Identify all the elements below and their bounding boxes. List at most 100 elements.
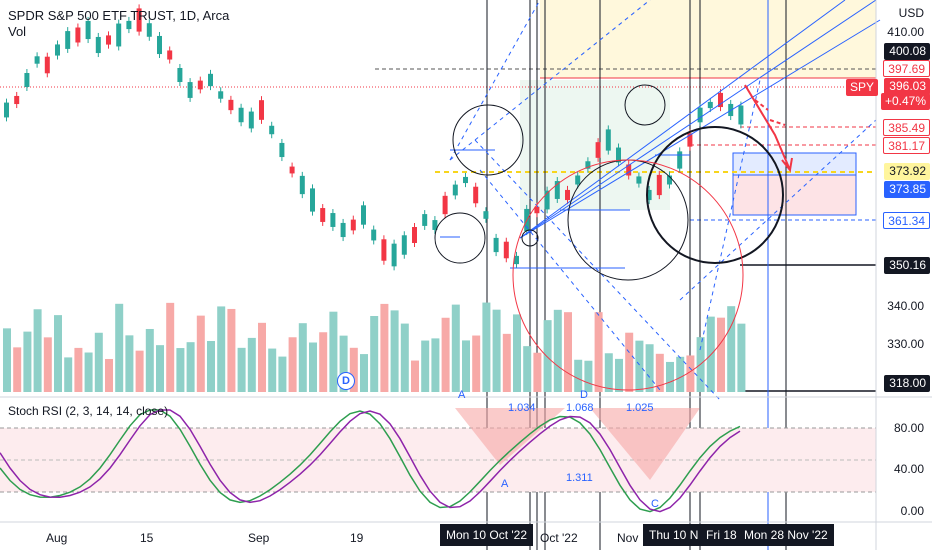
- volume-bar: [217, 306, 226, 392]
- date-label-nov: Nov: [617, 531, 639, 545]
- volume-bar: [645, 344, 654, 392]
- volume-bar: [727, 306, 736, 392]
- circles: [434, 84, 784, 391]
- volume-bar: [594, 312, 603, 392]
- volume-bar: [686, 355, 695, 392]
- volume-bar: [319, 332, 328, 392]
- volume-bar: [43, 337, 52, 392]
- volume-bar: [533, 352, 542, 392]
- volume-bar: [451, 304, 460, 392]
- price-tag-381-17: 381.17: [883, 137, 930, 154]
- volume-bar: [615, 358, 623, 392]
- volume-bar: [604, 353, 613, 392]
- date-highlight-nov28: Mon 28 Nov '22: [738, 524, 834, 546]
- volume-bar: [176, 348, 185, 392]
- price-label-410: 410.00: [887, 25, 924, 39]
- stoch-label-80: 80.00: [893, 421, 924, 435]
- date-label-sep: Sep: [248, 531, 270, 545]
- volume-bar: [390, 310, 399, 392]
- price-tag-318-00: 318.00: [884, 375, 930, 392]
- symbol-price-tag[interactable]: SPY: [846, 79, 879, 96]
- currency-label[interactable]: USD: [898, 6, 924, 20]
- volume-bar: [145, 328, 154, 392]
- volume-bar: [125, 335, 134, 392]
- volume-bar: [441, 317, 450, 392]
- date-label-oct: Oct '22: [540, 531, 578, 545]
- date-label-19: 19: [350, 531, 364, 545]
- price-tag-385-49: 385.49: [883, 119, 930, 136]
- volume-bar: [400, 323, 409, 392]
- volume-bar: [666, 361, 674, 392]
- ratio-label-2: 1.068: [566, 402, 594, 414]
- volume-bar: [186, 342, 195, 392]
- volume-bar: [513, 314, 521, 392]
- volume-bar: [349, 347, 358, 392]
- price-tag-373-92: 373.92: [884, 163, 930, 180]
- date-highlight-oct10: Mon 10 Oct '22: [440, 524, 533, 546]
- chart-header: SPDR S&P 500 ETF TRUST, 1D, Arca Vol: [8, 8, 229, 40]
- volume-bar: [502, 333, 511, 392]
- volume-label[interactable]: Vol: [8, 24, 27, 39]
- volume-bar: [23, 331, 32, 392]
- price-tag-400-08: 400.08: [884, 43, 930, 60]
- date-label-aug: Aug: [46, 531, 68, 545]
- pattern-label-d-top: D: [580, 389, 588, 401]
- volume-bar: [574, 359, 583, 392]
- ratio-label-1: 1.034: [508, 402, 536, 414]
- volume-bar: [54, 315, 62, 392]
- volume-bar: [309, 342, 317, 392]
- stoch-k-line: [0, 409, 741, 513]
- price-tag-350-16: 350.16: [884, 257, 930, 274]
- volume-bar: [329, 311, 338, 392]
- pattern-label-c: C: [651, 498, 659, 510]
- volume-bar: [635, 340, 644, 392]
- volume-bar: [105, 358, 113, 392]
- volume-bar: [207, 340, 215, 392]
- date-highlight-nov18: Fri 18: [700, 524, 743, 546]
- volume-bar: [380, 303, 389, 392]
- volume-bar: [13, 347, 22, 392]
- volume-bar: [523, 346, 532, 392]
- volume-bar: [339, 335, 348, 392]
- volume-bar: [553, 309, 562, 392]
- ratio-label-4: 1.311: [566, 472, 593, 484]
- volume-bar: [247, 337, 256, 392]
- price-label-340: 340.00: [887, 299, 924, 313]
- stoch-d-line: [0, 409, 741, 513]
- dividend-badge[interactable]: D: [337, 372, 355, 390]
- price-tag-361-34: 361.34: [883, 212, 930, 229]
- volume-bar: [564, 312, 572, 392]
- volume-bar: [370, 316, 379, 392]
- price-change-pct: +0.47%: [880, 93, 930, 110]
- date-highlight-nov10: Thu 10 N: [643, 524, 705, 546]
- volume-bar: [258, 322, 266, 392]
- volume-bar: [543, 320, 552, 392]
- volume-bar: [278, 356, 287, 392]
- volume-bar: [237, 347, 246, 392]
- volume-bar: [196, 315, 205, 392]
- volume-bar: [676, 356, 685, 392]
- volume-bar: [655, 353, 664, 392]
- volume-bar: [462, 340, 470, 392]
- symbol-title[interactable]: SPDR S&P 500 ETF TRUST, 1D, Arca: [8, 8, 230, 23]
- stoch-title[interactable]: Stoch RSI (2, 3, 14, 14, close): [8, 404, 169, 418]
- volume-bar: [492, 309, 501, 392]
- ratio-label-3: 1.025: [626, 402, 654, 414]
- volume-bar: [94, 332, 103, 392]
- volume-bar: [135, 350, 144, 392]
- projection-arrows: [744, 84, 793, 173]
- volume-bar: [166, 302, 175, 392]
- date-label-15: 15: [140, 531, 154, 545]
- target-box-red[interactable]: [732, 174, 857, 216]
- volume-bar: [584, 360, 593, 392]
- price-tag-373-85: 373.85: [884, 181, 930, 198]
- volume-bar: [472, 335, 481, 392]
- volume-bar: [33, 309, 42, 392]
- price-tag-397-69: 397.69: [883, 60, 930, 77]
- volume-bar: [288, 337, 297, 392]
- volume-bar: [737, 323, 746, 392]
- volume-bar: [717, 317, 725, 392]
- stoch-label-0: 0.00: [900, 504, 924, 518]
